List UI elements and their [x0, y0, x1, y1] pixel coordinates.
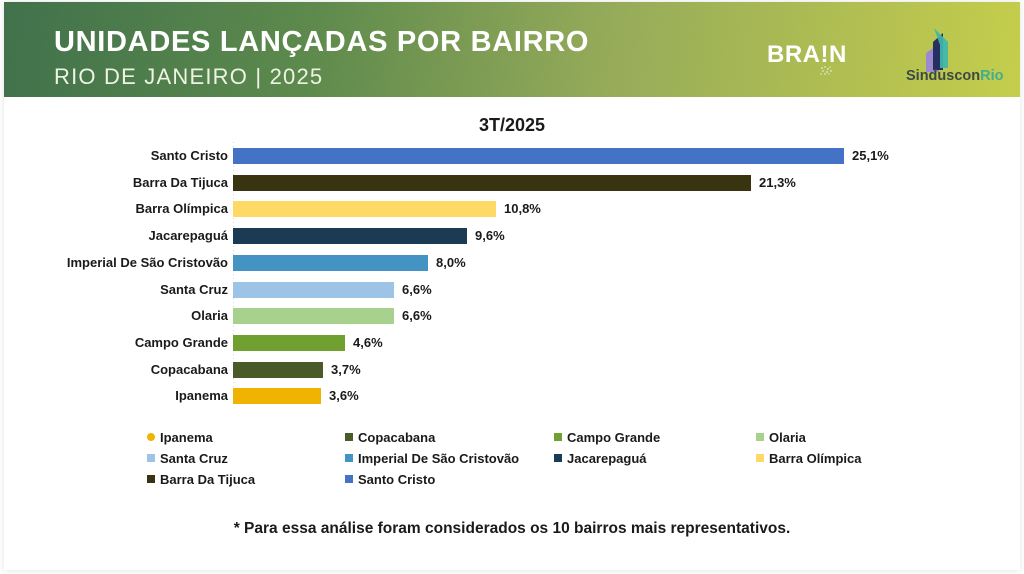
svg-text:SindusconRio: SindusconRio	[906, 68, 1004, 84]
